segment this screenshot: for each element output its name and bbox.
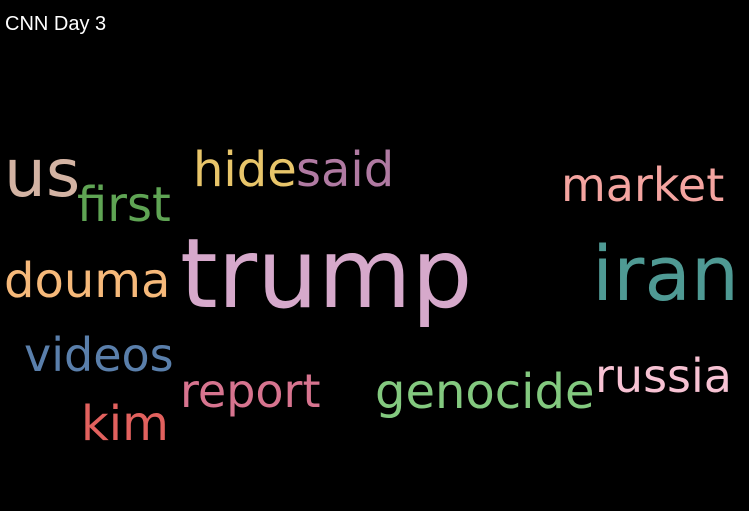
word-iran: iran — [592, 229, 740, 318]
word-said: said — [296, 142, 395, 198]
word-russia: russia — [595, 349, 732, 403]
word-first: first — [77, 177, 171, 233]
word-douma: douma — [4, 253, 171, 309]
word-trump: trump — [180, 218, 473, 330]
word-hide: hide — [193, 142, 297, 198]
word-genocide: genocide — [375, 364, 595, 420]
word-kim: kim — [81, 396, 169, 452]
word-videos: videos — [24, 328, 174, 382]
page-title: CNN Day 3 — [5, 13, 107, 35]
word-report: report — [180, 364, 321, 418]
word-market: market — [561, 158, 725, 212]
word-us: us — [4, 135, 81, 212]
